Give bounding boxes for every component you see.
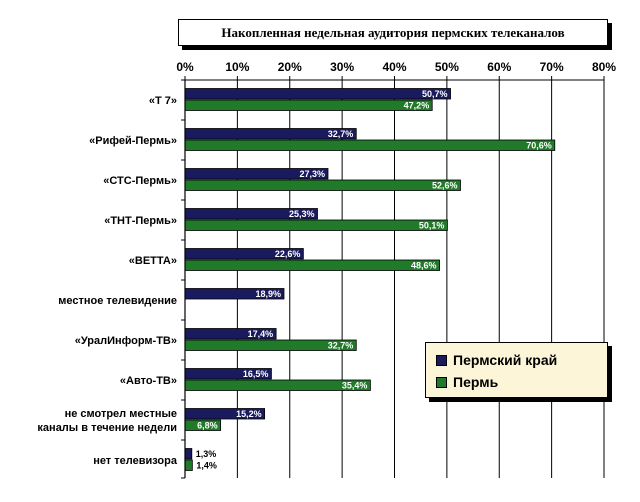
data-label: 1,4% [196,461,217,471]
data-label: 1,3% [196,449,217,459]
bar [184,99,433,111]
x-tick-label: 50% [435,60,459,74]
legend-label-city: Пермь [453,374,499,390]
category-label: нет телевизора [93,455,178,467]
x-tick-label: 70% [540,60,564,74]
category-label: не смотрел местные [65,408,177,420]
x-tick-label: 30% [330,60,354,74]
x-tick-label: 10% [225,60,249,74]
category-label: «ВЕТТА» [129,255,177,267]
legend-item-region: Пермский край [436,349,607,371]
data-label: 48,6% [411,261,437,271]
data-label: 25,3% [289,209,315,219]
data-label: 47,2% [404,101,430,111]
x-tick-label: 60% [487,60,511,74]
legend: Пермский край Пермь [425,342,608,398]
bar [184,179,461,191]
data-label: 18,9% [255,289,281,299]
category-label: «Авто-ТВ» [120,375,177,387]
x-tick-label: 40% [382,60,406,74]
legend-swatch-region [436,354,447,366]
data-label: 6,8% [197,421,218,431]
category-label: «Т 7» [149,95,177,107]
category-label: «УралИнформ-ТВ» [75,335,177,347]
bar [184,459,193,471]
bar [184,88,451,100]
data-label: 32,7% [328,129,354,139]
category-label: местное телевидение [58,295,177,307]
data-label: 17,4% [248,329,274,339]
bar [184,139,556,151]
data-label: 52,6% [432,181,458,191]
data-label: 16,5% [243,369,269,379]
legend-item-city: Пермь [436,371,607,393]
category-label: «ТНТ-Пермь» [104,215,177,227]
bar [184,219,448,231]
x-tick-label: 20% [278,60,302,74]
legend-label-region: Пермский край [453,352,558,368]
data-label: 22,6% [275,249,301,259]
data-label: 15,2% [236,409,262,419]
category-label: «Рифей-Пермь» [89,135,177,147]
data-label: 50,7% [422,89,448,99]
category-label: каналы в течение недели [37,422,177,434]
data-label: 32,7% [328,341,354,351]
x-tick-label: 80% [592,60,616,74]
bar [184,259,440,271]
data-label: 27,3% [299,169,325,179]
data-label: 50,1% [419,221,445,231]
legend-swatch-city [436,376,447,388]
bar [184,448,193,460]
data-label: 70,6% [526,141,552,151]
data-label: 35,4% [342,381,368,391]
chart-title: Накопленная недельная аудитория пермских… [178,19,608,46]
x-tick-label: 0% [176,60,194,74]
category-label: «СТС-Пермь» [103,175,177,187]
